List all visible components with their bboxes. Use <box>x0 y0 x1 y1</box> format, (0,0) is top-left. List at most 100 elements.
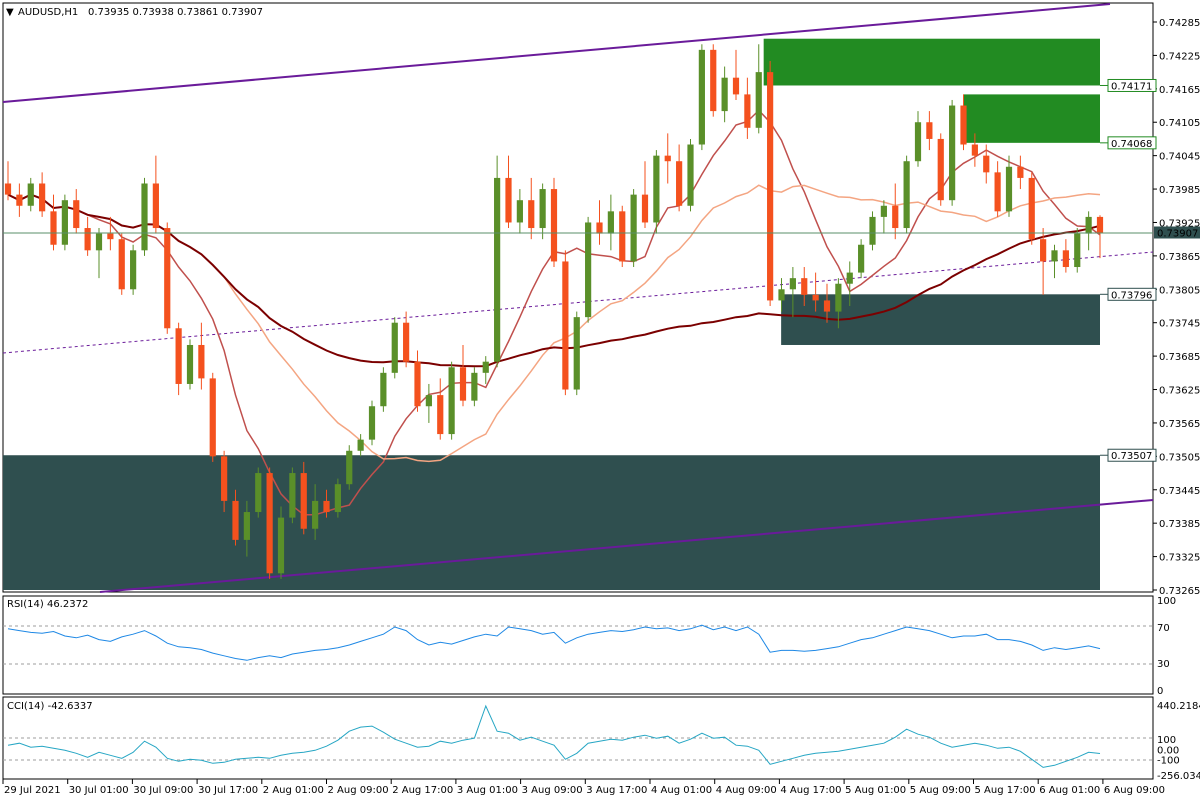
channel-mid-line <box>2 251 1154 354</box>
candle <box>1062 239 1069 273</box>
level-label: 0.73796 <box>1111 290 1152 301</box>
candle <box>949 99 956 206</box>
price-tick-label: 0.73805 <box>1159 285 1200 296</box>
candle <box>585 216 592 323</box>
time-tick-label: 2 Aug 17:00 <box>392 785 453 796</box>
candle <box>687 138 694 212</box>
candle <box>778 278 785 312</box>
time-tick-label: 3 Aug 17:00 <box>586 785 647 796</box>
time-tick-label: 5 Aug 01:00 <box>845 785 906 796</box>
time-tick-label: 30 Jul 17:00 <box>198 785 258 796</box>
price-tick-label: 0.74165 <box>1159 85 1200 96</box>
candle <box>505 155 512 229</box>
rsi-line <box>7 624 1101 661</box>
candle <box>4 161 12 201</box>
candle <box>1028 172 1035 245</box>
candle <box>209 372 216 462</box>
candle <box>755 44 762 134</box>
cci-title: CCI(14) -42.6337 <box>7 701 93 712</box>
candle <box>130 244 137 295</box>
cci-tick-label: 0.00 <box>1157 745 1179 756</box>
price-tick-label: 0.73985 <box>1159 185 1200 196</box>
price-tick-label: 0.73925 <box>1159 218 1200 229</box>
candle <box>357 434 364 457</box>
candle <box>118 233 125 295</box>
triangle-icon[interactable]: ▼ <box>6 7 14 18</box>
ohlc-values: 0.73935 0.73938 0.73861 0.73907 <box>88 7 263 18</box>
current-price-badge <box>1154 226 1200 239</box>
rsi-pane[interactable]: RSI(14) 46.2372 <box>2 595 1154 695</box>
price-tick-label: 0.73265 <box>1159 586 1200 597</box>
candle <box>710 44 717 117</box>
candle <box>403 311 410 368</box>
candle <box>835 278 842 329</box>
price-axis: 0.74285 0.74225 0.74165 0.74105 0.74045 0.739… <box>1153 18 1200 597</box>
symbol-label: AUDUSD,H1 <box>18 7 78 18</box>
candle <box>186 339 194 390</box>
candle <box>869 211 876 251</box>
price-tick-label: 0.73625 <box>1159 386 1200 397</box>
candle <box>732 49 740 100</box>
candle <box>641 161 649 229</box>
rsi-tick-label: 70 <box>1157 623 1170 634</box>
rsi-tick-label: 0 <box>1157 686 1163 697</box>
time-tick-label: 30 Jul 01:00 <box>69 785 129 796</box>
candle <box>1040 228 1047 295</box>
time-tick-label: 29 Jul 2021 <box>4 785 61 796</box>
candle <box>459 344 467 407</box>
candle <box>698 44 705 151</box>
candle <box>1096 215 1104 259</box>
candle <box>232 489 239 546</box>
price-tick-label: 0.74285 <box>1159 18 1200 29</box>
main-price-pane[interactable] <box>2 2 1154 593</box>
level-labels: 0.74171 0.74068 0.73796 0.73507 0.73907 <box>1100 78 1200 462</box>
price-tick-label: 0.73505 <box>1159 452 1200 463</box>
candle <box>380 367 387 412</box>
candle <box>562 250 569 396</box>
candle <box>994 161 1001 217</box>
price-tick-label: 0.74105 <box>1159 118 1200 129</box>
candle <box>84 216 91 256</box>
candle <box>676 144 683 212</box>
time-tick-label: 4 Aug 09:00 <box>716 785 777 796</box>
candle <box>914 111 922 167</box>
price-tick-label: 0.73385 <box>1159 519 1200 530</box>
candle <box>334 478 341 518</box>
cci-pane[interactable]: CCI(14) -42.6337 <box>2 696 1154 780</box>
candle <box>346 445 353 490</box>
candle <box>39 172 46 217</box>
cci-tick-label: -256.0349 <box>1157 771 1200 782</box>
candle <box>858 239 865 279</box>
candle <box>767 60 774 306</box>
time-tick-label: 5 Aug 09:00 <box>910 785 971 796</box>
candle <box>619 205 626 268</box>
price-tick-label: 0.73865 <box>1159 252 1200 263</box>
time-tick-label: 3 Aug 01:00 <box>457 785 518 796</box>
candle <box>391 317 398 379</box>
candle <box>425 383 432 423</box>
time-axis: 29 Jul 2021 30 Jul 01:00 30 Jul 09:00 30 Ju… <box>2 779 1165 796</box>
candle <box>198 322 205 390</box>
candle <box>312 484 319 540</box>
ma-slow-line <box>7 193 1101 368</box>
price-channel <box>2 3 1154 593</box>
candle <box>971 133 978 167</box>
candle <box>926 111 933 151</box>
candle <box>266 467 273 579</box>
candle <box>50 194 57 251</box>
candle <box>437 378 444 440</box>
cci-tick-label: -100 <box>1157 755 1180 766</box>
cci-tick-label: 100 <box>1157 735 1176 746</box>
candle <box>539 183 546 240</box>
candle <box>892 183 899 240</box>
rsi-title: RSI(14) 46.2372 <box>7 599 88 610</box>
candle <box>823 283 831 323</box>
candle <box>528 177 535 240</box>
candle <box>630 189 637 268</box>
candle <box>175 322 182 396</box>
candle <box>983 144 990 184</box>
candle <box>1005 155 1013 217</box>
level-label: 0.73507 <box>1111 451 1152 462</box>
